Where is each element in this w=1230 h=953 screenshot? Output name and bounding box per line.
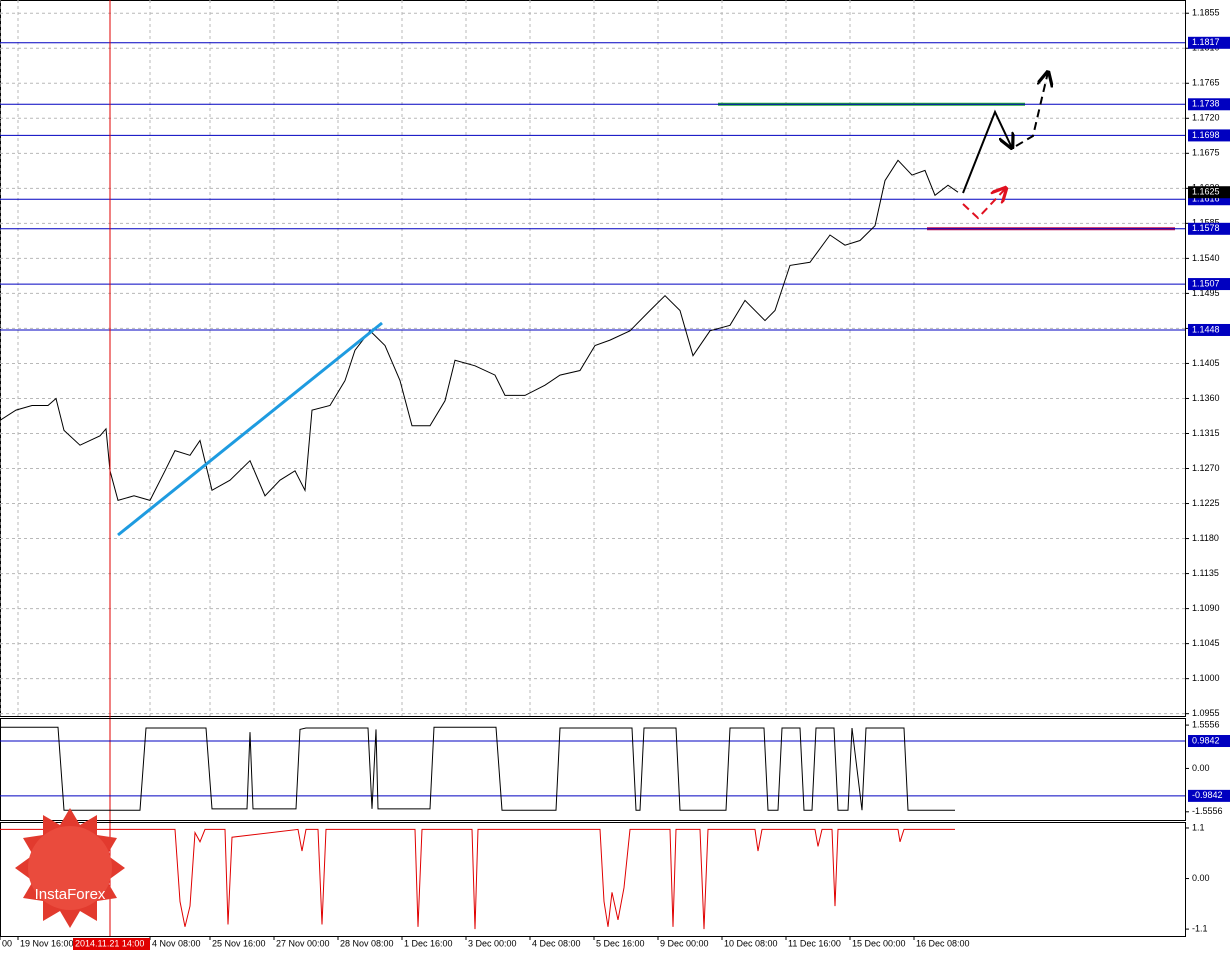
level-label-box bbox=[1188, 323, 1230, 336]
y-tick-label: 1.1180 bbox=[1192, 533, 1219, 543]
y-tick-label: 1.1 bbox=[1192, 822, 1205, 832]
x-tick-label: 28 Nov 08:00 bbox=[340, 938, 394, 948]
y-tick-label: 1.1000 bbox=[1192, 673, 1220, 683]
y-tick-label: 1.1855 bbox=[1192, 8, 1220, 18]
y-tick-label: 1.0955 bbox=[1192, 708, 1220, 718]
last-price-label: 1.1625 bbox=[1192, 187, 1220, 197]
y-tick-label: 1.1045 bbox=[1192, 638, 1220, 648]
level-label: 1.1817 bbox=[1192, 37, 1220, 47]
x-tick-label: 16 Dec 08:00 bbox=[916, 938, 970, 948]
panel-frame bbox=[0, 718, 1186, 821]
x-tick-label: 25 Nov 16:00 bbox=[212, 938, 266, 948]
panel-frame bbox=[0, 822, 1186, 937]
x-tick-label: 5 Dec 16:00 bbox=[596, 938, 645, 948]
y-tick-label: 1.1540 bbox=[1192, 253, 1220, 263]
y-tick-label: 1.1315 bbox=[1192, 428, 1220, 438]
price-line bbox=[0, 159, 959, 502]
level-label-box bbox=[1188, 36, 1230, 49]
level-label-box bbox=[1188, 735, 1230, 748]
watermark: InstaForex bbox=[35, 886, 106, 903]
level-label-box bbox=[1188, 222, 1230, 235]
x-tick-label: 10 Dec 08:00 bbox=[724, 938, 778, 948]
level-label-box bbox=[1188, 278, 1230, 291]
level-label: 1.1578 bbox=[1192, 223, 1220, 233]
level-label: 1.1698 bbox=[1192, 130, 1220, 140]
x-tick-label: 19 Nov 16:00 bbox=[20, 938, 74, 948]
x-tick-label: 3 Dec 00:00 bbox=[468, 938, 517, 948]
x-tick-label: 27 Nov 00:00 bbox=[276, 938, 330, 948]
x-tick-label: 4 Nov 08:00 bbox=[152, 938, 201, 948]
y-tick-label: -1.5556 bbox=[1192, 806, 1223, 816]
level-label: 1.1448 bbox=[1192, 324, 1220, 334]
y-tick-label: 1.1360 bbox=[1192, 393, 1220, 403]
y-tick-label: 1.1765 bbox=[1192, 78, 1220, 88]
y-tick-label: 1.1270 bbox=[1192, 463, 1220, 473]
level-label: 0.9842 bbox=[1192, 735, 1220, 745]
alt-arrow bbox=[962, 188, 1006, 220]
y-tick-label: 1.1090 bbox=[1192, 603, 1220, 613]
level-label: -0.9842 bbox=[1192, 790, 1223, 800]
trend-line bbox=[117, 321, 383, 537]
y-tick-label: 1.1135 bbox=[1192, 568, 1219, 578]
level-label: 1.1616 bbox=[1192, 194, 1220, 204]
last-price-box bbox=[1188, 186, 1230, 199]
forecast-arrow bbox=[962, 109, 1012, 194]
y-tick-label: 1.1585 bbox=[1192, 218, 1220, 228]
level-label-box bbox=[1188, 98, 1230, 111]
y-tick-label: 0.00 bbox=[1192, 873, 1210, 883]
x-tick-label: 00 bbox=[2, 938, 12, 948]
x-tick-label: 11 Dec 16:00 bbox=[788, 938, 841, 948]
y-tick-label: 1.5556 bbox=[1192, 719, 1220, 729]
forecast-arrow-dashed bbox=[1015, 72, 1048, 147]
level-label-box bbox=[1188, 789, 1230, 802]
x-tick-label: 1 Dec 16:00 bbox=[404, 938, 453, 948]
level-label-box bbox=[1188, 129, 1230, 142]
y-tick-label: 1.1675 bbox=[1192, 148, 1220, 158]
y-tick-label: 1.1720 bbox=[1192, 113, 1220, 123]
cursor-label-box bbox=[73, 938, 150, 950]
panel-frame bbox=[0, 0, 1186, 717]
x-tick-label: 4 Dec 08:00 bbox=[532, 938, 581, 948]
level-label: 1.1738 bbox=[1192, 99, 1220, 109]
y-tick-label: -1.1 bbox=[1192, 923, 1208, 933]
y-tick-label: 0.00 bbox=[1192, 763, 1210, 773]
price-line bbox=[0, 726, 955, 811]
y-tick-label: 1.1495 bbox=[1192, 288, 1220, 298]
x-tick-label: 15 Dec 00:00 bbox=[852, 938, 906, 948]
logo: InstaForex bbox=[15, 808, 125, 928]
level-label: 1.1507 bbox=[1192, 278, 1220, 288]
x-tick-label: 9 Dec 00:00 bbox=[660, 938, 709, 948]
price-line bbox=[0, 828, 955, 930]
y-tick-label: 1.1405 bbox=[1192, 358, 1220, 368]
y-tick-label: 1.1225 bbox=[1192, 498, 1220, 508]
cursor-label: 2014.11.21 14:00 bbox=[75, 938, 144, 948]
